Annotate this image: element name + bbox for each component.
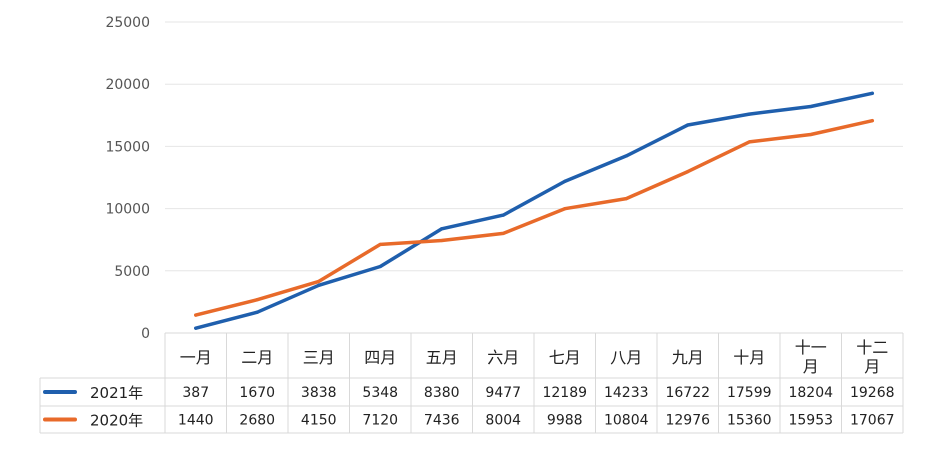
table-cell-0-6: 12189 xyxy=(542,385,587,401)
category-label-5: 六月 xyxy=(487,348,519,367)
data-point-1-9 xyxy=(747,140,751,144)
y-tick-label-0: 0 xyxy=(141,326,150,342)
gridlines xyxy=(165,21,903,272)
category-label-8: 九月 xyxy=(672,348,704,367)
table-cell-0-7: 14233 xyxy=(604,385,649,401)
data-point-1-6 xyxy=(563,207,567,211)
data-point-0-9 xyxy=(747,112,751,116)
data-point-1-11 xyxy=(870,119,874,123)
data-point-0-4 xyxy=(440,227,444,231)
table-cell-0-8: 16722 xyxy=(665,385,710,401)
category-label-10: 十一月 xyxy=(795,338,827,376)
category-label-3: 四月 xyxy=(364,348,396,367)
table-cell-1-8: 12976 xyxy=(665,413,710,429)
data-point-1-2 xyxy=(317,279,321,283)
data-point-1-5 xyxy=(501,231,505,236)
table-cell-0-9: 17599 xyxy=(727,385,772,401)
data-point-1-0 xyxy=(194,313,198,317)
table-cell-0-1: 1670 xyxy=(239,385,275,401)
category-label-10-line-0: 十一 xyxy=(795,338,827,357)
category-label-2: 三月 xyxy=(303,348,335,367)
category-label-11-line-0: 十二 xyxy=(856,338,888,357)
series-name-0: 2021年 xyxy=(90,384,143,402)
table-cell-0-10: 18204 xyxy=(788,385,833,401)
y-tick-label-1: 5000 xyxy=(114,264,150,280)
category-label-9: 十月 xyxy=(733,348,765,367)
data-point-0-8 xyxy=(686,123,690,127)
table-cell-0-0: 387 xyxy=(182,385,209,401)
table-cell-1-10: 15953 xyxy=(788,413,833,429)
y-tick-label-5: 25000 xyxy=(105,15,150,31)
data-point-1-4 xyxy=(440,238,444,243)
y-tick-label-2: 10000 xyxy=(105,202,150,218)
series-lines xyxy=(194,91,875,330)
table-cell-1-11: 17067 xyxy=(850,413,895,429)
table-cell-0-2: 3838 xyxy=(301,385,337,401)
data-point-1-7 xyxy=(624,196,628,201)
data-point-0-1 xyxy=(255,310,259,314)
category-label-1: 二月 xyxy=(241,348,273,367)
data-point-0-10 xyxy=(809,104,813,109)
data-point-1-1 xyxy=(255,298,259,302)
table-cell-1-5: 8004 xyxy=(485,413,521,429)
table-cell-0-3: 5348 xyxy=(362,385,398,401)
data-point-0-0 xyxy=(194,326,198,330)
series-name-1: 2020年 xyxy=(90,412,143,430)
data-point-0-3 xyxy=(378,264,382,269)
table-cell-1-1: 2680 xyxy=(239,413,275,429)
category-label-0: 一月 xyxy=(180,348,212,367)
data-point-1-8 xyxy=(686,169,690,174)
table-cell-0-4: 8380 xyxy=(424,385,460,401)
category-label-7: 八月 xyxy=(610,348,642,367)
table-cell-1-6: 9988 xyxy=(547,413,583,429)
table-cell-1-7: 10804 xyxy=(604,413,649,429)
data-point-0-2 xyxy=(317,283,321,287)
category-label-6: 七月 xyxy=(549,348,581,367)
table-cell-0-5: 9477 xyxy=(485,385,521,401)
data-point-1-10 xyxy=(809,132,813,137)
data-point-0-11 xyxy=(870,91,874,95)
category-label-11: 十二月 xyxy=(856,338,888,376)
y-axis-tick-labels: 0 5000 10000 15000 20000 25000 xyxy=(105,15,150,342)
table-cell-1-4: 7436 xyxy=(424,413,460,429)
y-tick-label-3: 15000 xyxy=(105,139,150,155)
table-cell-1-9: 15360 xyxy=(727,413,772,429)
data-point-0-6 xyxy=(563,179,567,183)
category-label-10-line-1: 月 xyxy=(803,357,819,376)
data-point-0-5 xyxy=(501,213,505,217)
series-line-1 xyxy=(194,118,875,317)
data-point-1-3 xyxy=(378,242,382,247)
y-tick-label-4: 20000 xyxy=(105,77,150,93)
data-point-0-7 xyxy=(624,154,628,158)
category-label-4: 五月 xyxy=(426,348,458,367)
category-label-11-line-1: 月 xyxy=(864,357,880,376)
table-cell-0-11: 19268 xyxy=(850,385,895,401)
table-cell-1-3: 7120 xyxy=(362,413,398,429)
series-line-0 xyxy=(194,91,875,330)
table-cell-1-0: 1440 xyxy=(178,413,214,429)
table-cell-1-2: 4150 xyxy=(301,413,337,429)
